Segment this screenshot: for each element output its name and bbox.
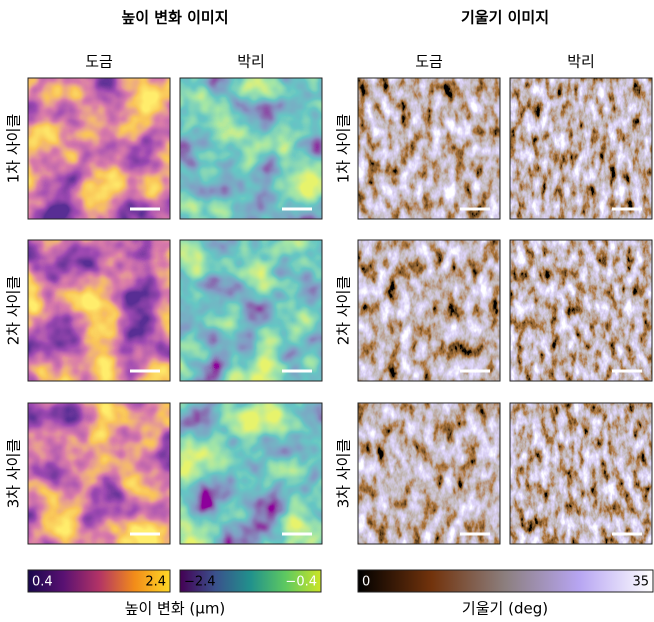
colorbar-min: −2.4: [184, 575, 216, 590]
colorbar: [27, 569, 171, 593]
afm-image: [358, 240, 500, 381]
afm-image: [358, 78, 500, 219]
colorbar-max: −0.4: [285, 575, 317, 590]
column-header: 도금: [85, 53, 113, 71]
image-border: [27, 239, 171, 382]
afm-image: [180, 78, 322, 219]
row-label: 2차 사이클: [5, 276, 23, 346]
image-border: [509, 402, 653, 545]
afm-image: [180, 240, 322, 381]
column-header: 박리: [567, 53, 595, 71]
image-border: [179, 239, 323, 382]
section-title: 기울기 이미지: [461, 9, 549, 27]
row-label: 3차 사이클: [5, 439, 23, 509]
section-title: 높이 변화 이미지: [121, 9, 228, 27]
image-border: [357, 77, 501, 220]
afm-image: [28, 240, 170, 381]
colorbar-label: 높이 변화 (μm): [125, 600, 226, 618]
colorbar-max: 2.4: [145, 575, 166, 590]
afm-image: [358, 403, 500, 544]
image-border: [357, 239, 501, 382]
afm-image: [510, 240, 652, 381]
colorbar-label: 기울기 (deg): [462, 600, 548, 618]
afm-image: [180, 403, 322, 544]
afm-image: [510, 78, 652, 219]
image-border: [509, 77, 653, 220]
colorbar-min: 0: [362, 575, 370, 590]
row-label: 1차 사이클: [335, 114, 353, 184]
image-border: [509, 239, 653, 382]
image-border: [179, 402, 323, 545]
column-header: 박리: [237, 53, 265, 71]
image-border: [357, 402, 501, 545]
row-label: 2차 사이클: [335, 276, 353, 346]
image-border: [27, 77, 171, 220]
image-border: [27, 402, 171, 545]
afm-image: [510, 403, 652, 544]
colorbar-max: 35: [632, 575, 649, 590]
colorbar: [179, 569, 322, 593]
row-label: 3차 사이클: [335, 439, 353, 509]
row-label: 1차 사이클: [5, 114, 23, 184]
image-border: [179, 77, 323, 220]
column-header: 도금: [415, 53, 443, 71]
colorbar: [357, 569, 654, 593]
colorbar-min: 0.4: [32, 575, 53, 590]
afm-image: [28, 403, 170, 544]
afm-image: [28, 78, 170, 219]
